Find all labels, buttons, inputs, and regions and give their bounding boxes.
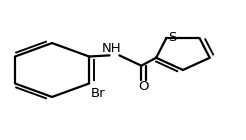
Text: S: S — [168, 31, 177, 44]
Text: NH: NH — [102, 42, 122, 55]
Text: O: O — [138, 80, 149, 93]
Text: Br: Br — [90, 87, 105, 100]
